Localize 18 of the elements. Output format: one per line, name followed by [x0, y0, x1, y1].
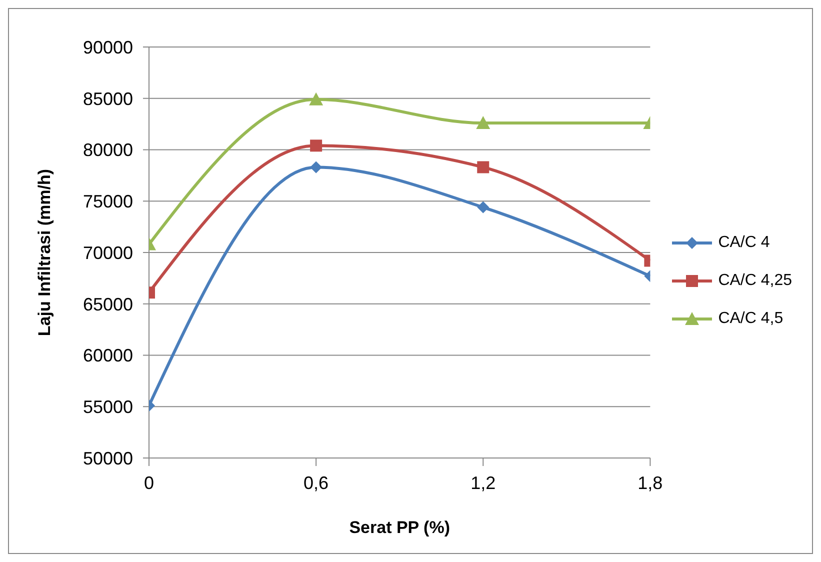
legend-label: CA/C 4	[718, 234, 770, 252]
y-tick-label: 70000	[82, 242, 133, 263]
x-tick-label: 0,6	[304, 472, 329, 493]
y-tick-label: 60000	[82, 346, 133, 366]
y-tick-label: 65000	[82, 294, 133, 314]
y-tick-label: 85000	[82, 88, 133, 109]
y-tick-label: 80000	[82, 140, 133, 160]
y-tick-label: 55000	[82, 397, 133, 418]
x-tick-label: 1,8	[638, 472, 663, 493]
y-tick-label: 50000	[82, 448, 133, 468]
y-tick-label: 90000	[82, 37, 133, 58]
legend-label: CA/C 4,5	[718, 310, 784, 328]
x-axis-title: Serat PP (%)	[349, 518, 450, 537]
x-tick-label: 0	[144, 472, 154, 493]
x-tick-label: 1,2	[470, 472, 496, 493]
y-axis-title: Laju Infiltrasi (mm/h)	[35, 168, 54, 336]
legend-label: CA/C 4,25	[718, 272, 792, 290]
y-tick-label: 75000	[82, 192, 133, 212]
